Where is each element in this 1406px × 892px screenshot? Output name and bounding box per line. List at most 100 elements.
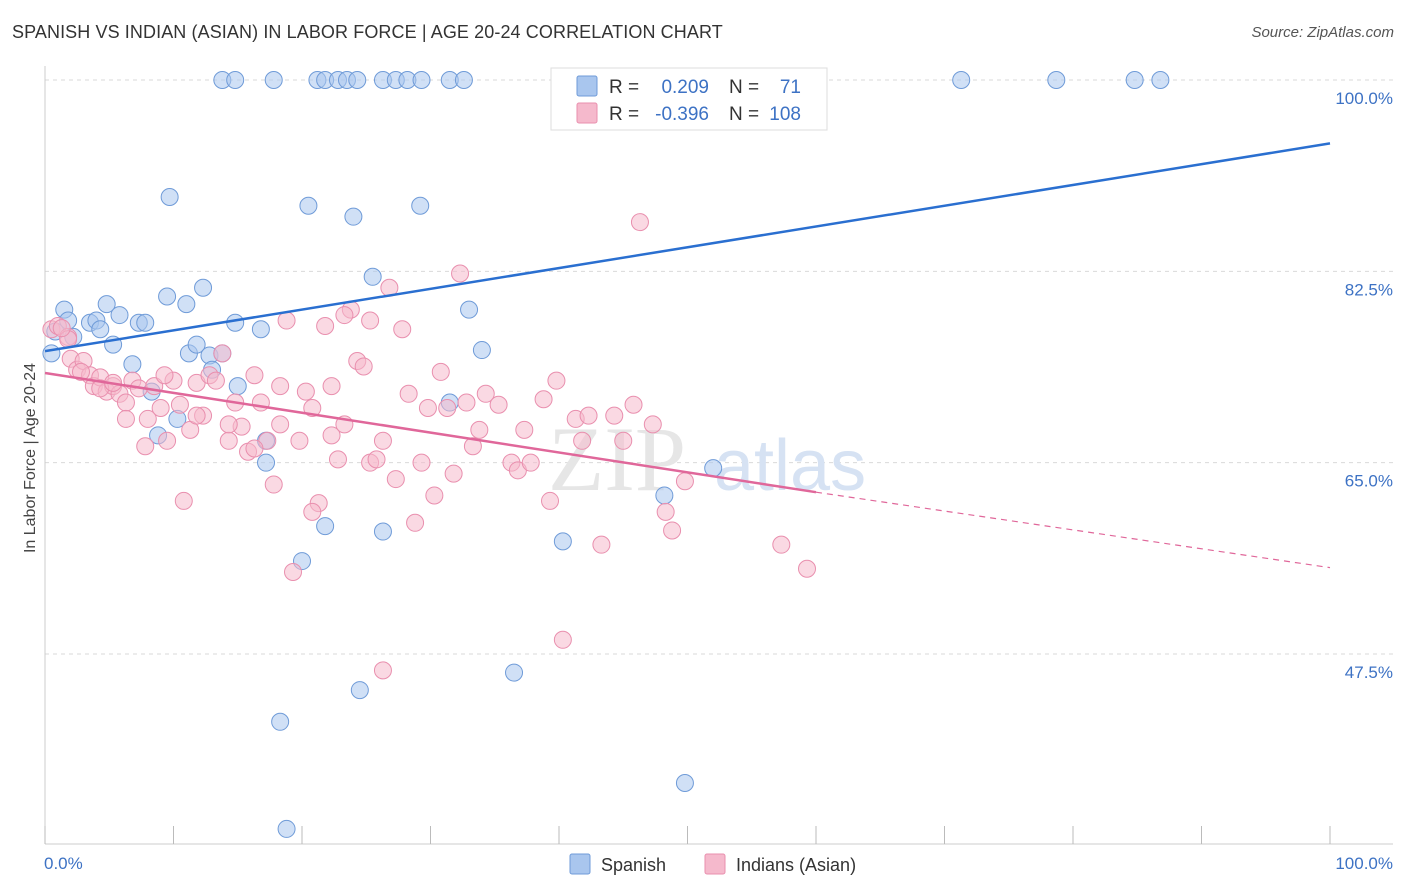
indian-point xyxy=(170,395,189,414)
spanish-point xyxy=(277,819,296,838)
indian-point xyxy=(116,393,135,412)
bottom-legend: Spanish Indians (Asian) xyxy=(569,853,856,875)
legend-swatch-indian xyxy=(576,102,598,124)
indian-point xyxy=(438,399,457,417)
bottom-legend-indian: Indians (Asian) xyxy=(736,855,856,875)
indian-point xyxy=(463,437,482,456)
legend-r-value-2: -0.396 xyxy=(655,104,709,125)
indian-point xyxy=(136,437,155,456)
indian-point xyxy=(393,320,412,339)
indian-point xyxy=(541,491,560,510)
indian-point xyxy=(444,464,463,483)
indian-point xyxy=(116,409,135,428)
y-tick-labels: 47.5% 65.0% 82.5% 100.0% xyxy=(1335,89,1393,682)
spanish-point xyxy=(194,278,213,297)
indian-point xyxy=(547,371,566,390)
spanish-point xyxy=(226,313,245,332)
indian-point xyxy=(614,431,633,450)
x-tick-label-min: 0.0% xyxy=(44,854,83,873)
x-tick-label-max: 100.0% xyxy=(1335,854,1393,873)
indian-point xyxy=(245,366,264,385)
legend-swatch-spanish xyxy=(576,75,598,97)
bottom-legend-swatch-spanish xyxy=(569,853,591,875)
spanish-point xyxy=(412,71,431,89)
spanish-point xyxy=(553,532,572,551)
bottom-legend-spanish: Spanish xyxy=(601,855,666,875)
spanish-point xyxy=(1125,71,1144,89)
indian-point xyxy=(425,486,444,505)
spanish-point xyxy=(348,71,367,89)
legend-r-value-1: 0.209 xyxy=(661,77,709,98)
axes xyxy=(44,66,1393,845)
indian-point xyxy=(406,513,425,532)
spanish-point xyxy=(704,459,723,478)
spanish-point xyxy=(411,196,430,215)
spanish-point xyxy=(251,320,270,339)
indian-point xyxy=(303,399,322,417)
y-tick-label: 100.0% xyxy=(1335,89,1393,108)
spanish-point xyxy=(655,486,674,505)
spanish-point xyxy=(505,663,524,682)
indian-point xyxy=(335,306,354,325)
indian-point xyxy=(264,475,283,494)
indian-point xyxy=(573,431,592,450)
indian-point xyxy=(71,362,90,381)
legend: R = 0.209 N = 71 R = -0.396 N = 108 xyxy=(550,67,828,131)
indian-point xyxy=(219,415,238,434)
indian-point xyxy=(322,377,341,396)
spanish-point xyxy=(952,71,971,89)
indian-point xyxy=(213,344,232,363)
indian-point xyxy=(245,439,264,458)
spanish-point xyxy=(472,341,491,360)
indian-point xyxy=(643,415,662,434)
indian-point xyxy=(277,311,296,330)
indian-point xyxy=(476,384,495,403)
spanish-trend-line xyxy=(44,142,1331,353)
indian-point xyxy=(451,264,470,283)
spanish-point xyxy=(257,453,276,472)
legend-n-label-1: N = xyxy=(729,77,759,98)
indian-point xyxy=(361,311,380,330)
watermark-atlas: atlas xyxy=(714,426,866,506)
indian-point xyxy=(354,357,373,376)
spanish-point xyxy=(97,295,116,314)
spanish-point xyxy=(158,287,177,306)
spanish-point xyxy=(264,71,283,89)
legend-r-label-1: R = xyxy=(609,77,639,98)
indian-point xyxy=(624,395,643,414)
indian-point xyxy=(521,453,540,472)
indian-point xyxy=(798,559,817,578)
spanish-point xyxy=(1047,71,1066,89)
indian-point xyxy=(489,395,508,414)
spanish-point xyxy=(91,320,110,339)
indian-point xyxy=(373,661,392,680)
spanish-point xyxy=(1151,71,1170,89)
legend-n-label-2: N = xyxy=(729,104,759,125)
spanish-point xyxy=(363,267,382,286)
y-tick-label: 47.5% xyxy=(1345,663,1393,682)
indian-point xyxy=(322,426,341,445)
indian-point xyxy=(290,431,309,450)
spanish-point xyxy=(228,377,247,396)
indian-point xyxy=(316,317,335,335)
indian-point xyxy=(303,502,322,521)
indian-point xyxy=(630,213,649,232)
legend-r-label-2: R = xyxy=(609,104,639,125)
indian-point xyxy=(151,399,170,417)
indian-point xyxy=(296,382,315,401)
spanish-point xyxy=(187,335,206,354)
indian-point xyxy=(284,563,303,581)
indian-point xyxy=(386,470,405,489)
indian-point xyxy=(675,472,694,491)
indian-point xyxy=(553,630,572,649)
spanish-point xyxy=(316,517,335,536)
chart-title: SPANISH VS INDIAN (ASIAN) IN LABOR FORCE… xyxy=(12,22,723,42)
chart-source: Source: ZipAtlas.com xyxy=(1251,24,1394,41)
spanish-point xyxy=(454,71,473,89)
spanish-point xyxy=(344,207,363,226)
indian-point xyxy=(663,521,682,540)
y-axis-label: In Labor Force | Age 20-24 xyxy=(22,363,39,553)
indian-point xyxy=(592,535,611,554)
spanish-point xyxy=(160,187,179,206)
indian-point xyxy=(52,319,71,338)
